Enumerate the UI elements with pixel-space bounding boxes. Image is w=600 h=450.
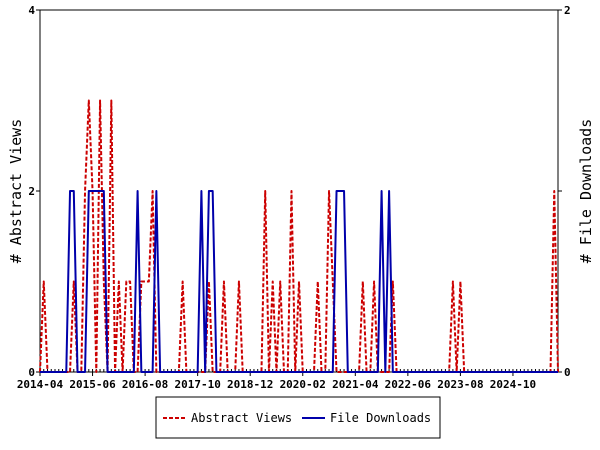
series-layer	[39, 99, 559, 373]
x-tick-label: 2023-08	[437, 378, 483, 391]
legend: Abstract Views File Downloads	[155, 396, 441, 439]
x-tick-label: 2022-06	[385, 378, 432, 391]
y-axis-right-title: # File Downloads	[577, 119, 595, 264]
plot-area	[39, 9, 559, 373]
x-tick-label: 2018-12	[227, 378, 273, 391]
y-left-tick-label: 4	[28, 4, 35, 17]
y-right-tick-label: 0	[564, 366, 571, 379]
x-tick-label: 2021-04	[332, 378, 379, 391]
y-axis-right: 02	[558, 4, 571, 379]
series-line-file-downloads	[40, 190, 558, 373]
x-tick-label: 2020-02	[280, 378, 326, 391]
legend-label-file-downloads: File Downloads	[330, 411, 431, 425]
legend-box	[155, 396, 441, 439]
x-tick-label: 2014-04	[17, 378, 64, 391]
y-right-tick-label: 2	[564, 4, 571, 17]
legend-label-abstract-views: Abstract Views	[191, 411, 292, 425]
x-axis-ticks: 2014-04 2015-06 2016-08 2017-10 2018-12 2020-…	[17, 372, 536, 391]
y-axis-left-title: # Abstract Views	[7, 119, 25, 264]
y-axis-left: 0 2 4	[28, 4, 40, 379]
x-tick-label: 2015-06	[69, 378, 116, 391]
y-left-tick-label: 2	[28, 185, 35, 198]
x-tick-label: 2016-08	[122, 378, 168, 391]
x-tick-label: 2024-10	[490, 378, 536, 391]
x-tick-label: 2017-10	[174, 378, 220, 391]
y-left-tick-label: 0	[28, 366, 35, 379]
